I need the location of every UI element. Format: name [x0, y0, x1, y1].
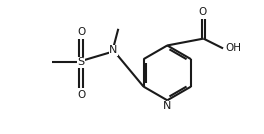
Text: OH: OH — [225, 43, 241, 53]
Text: O: O — [77, 27, 85, 37]
Text: S: S — [78, 57, 85, 67]
Text: N: N — [109, 45, 117, 55]
Text: O: O — [198, 7, 207, 17]
Text: N: N — [163, 101, 171, 111]
Text: O: O — [77, 90, 85, 100]
